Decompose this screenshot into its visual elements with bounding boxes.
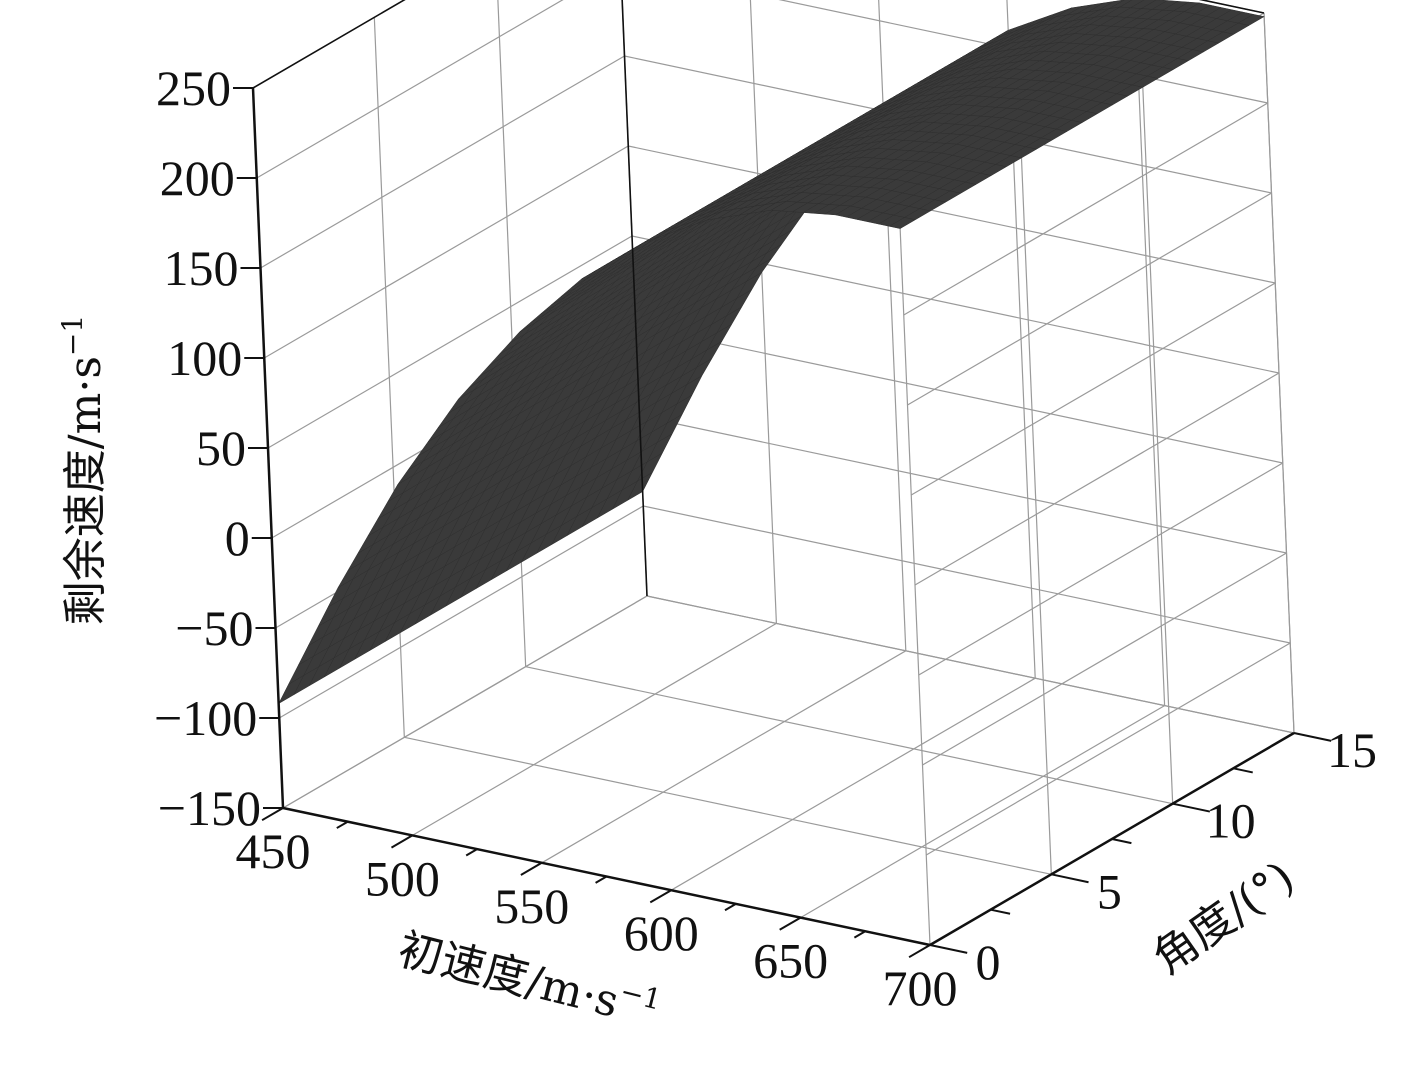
x-tick xyxy=(649,889,672,904)
back-grid-line xyxy=(778,0,1268,104)
x-tick xyxy=(779,916,802,931)
z-tick-label: 0 xyxy=(225,510,250,566)
x-tick xyxy=(390,834,413,849)
left-grid-line xyxy=(263,145,629,359)
floor-grid-line xyxy=(412,622,777,836)
left-grid-line xyxy=(256,0,564,179)
left-grid-line xyxy=(278,505,644,719)
floor-grid-line xyxy=(541,650,907,864)
left-grid-line xyxy=(260,55,625,269)
floor-grid-line xyxy=(404,736,1052,875)
x-tick xyxy=(261,807,284,822)
x-minor-tick xyxy=(336,820,349,829)
y-tick-label: 10 xyxy=(1206,793,1256,849)
x-tick-label: 650 xyxy=(753,933,828,989)
back-grid-line xyxy=(628,145,1276,284)
y-minor-tick xyxy=(1111,838,1132,845)
grid-layer xyxy=(252,0,1295,946)
z-tick-label: 200 xyxy=(160,150,235,206)
y-tick xyxy=(1172,802,1211,813)
x-tick-label: 600 xyxy=(624,905,699,961)
box-edge xyxy=(621,0,648,597)
z-tick-label: −150 xyxy=(158,780,261,836)
z-tick-label: 50 xyxy=(196,420,246,476)
back-grid-line xyxy=(749,0,777,624)
y-minor-tick xyxy=(1233,767,1253,774)
y-tick xyxy=(929,944,968,954)
x-minor-tick xyxy=(595,875,608,884)
z-tick-label: −100 xyxy=(154,690,257,746)
x-minor-tick xyxy=(724,903,737,912)
z-tick-label: 150 xyxy=(164,240,239,296)
floor-grid-line xyxy=(282,595,648,809)
floor-grid-line xyxy=(800,705,1165,919)
back-grid-line xyxy=(643,505,1291,644)
side-grid-line xyxy=(907,192,1272,406)
x-minor-tick xyxy=(853,930,866,939)
y-tick xyxy=(1293,732,1332,742)
floor-grid-line xyxy=(646,595,1295,734)
x-minor-tick xyxy=(465,848,478,857)
back-grid-line xyxy=(1134,0,1166,706)
x-tick-label: 450 xyxy=(236,823,311,879)
x-tick xyxy=(908,944,931,959)
y-tick xyxy=(1051,873,1089,884)
side-grid-line xyxy=(925,642,1291,856)
back-grid-line xyxy=(639,415,1287,554)
x-tick-label: 500 xyxy=(365,850,440,906)
side-grid-line xyxy=(914,372,1280,586)
left-grid-line xyxy=(267,235,633,449)
x-tick-label: 550 xyxy=(494,878,569,934)
side-grid-line xyxy=(903,102,1269,316)
back-grid-line xyxy=(635,325,1283,464)
z-tick-label: 250 xyxy=(156,60,231,116)
z-tick-label: −50 xyxy=(175,600,253,656)
z-tick-label: 100 xyxy=(167,330,242,386)
side-grid-line xyxy=(922,552,1287,766)
x-tick xyxy=(520,861,543,876)
side-grid-line xyxy=(918,462,1284,676)
floor-grid-line xyxy=(670,677,1036,891)
z-axis-label: 剩余速度/m·s−1 xyxy=(56,315,111,625)
floor-grid-line xyxy=(525,666,1173,805)
y-tick-label: 5 xyxy=(1097,863,1122,919)
side-grid-line xyxy=(910,282,1276,496)
surface-patch xyxy=(888,217,917,229)
y-tick-label: 15 xyxy=(1327,722,1377,778)
y-tick-label: 0 xyxy=(976,934,1001,990)
y-axis-label: 角度/(°) xyxy=(1144,852,1304,985)
x-tick-label: 700 xyxy=(883,960,958,1016)
y-minor-tick xyxy=(990,908,1011,915)
surface-layer xyxy=(278,0,1265,705)
box-edge xyxy=(252,0,406,89)
